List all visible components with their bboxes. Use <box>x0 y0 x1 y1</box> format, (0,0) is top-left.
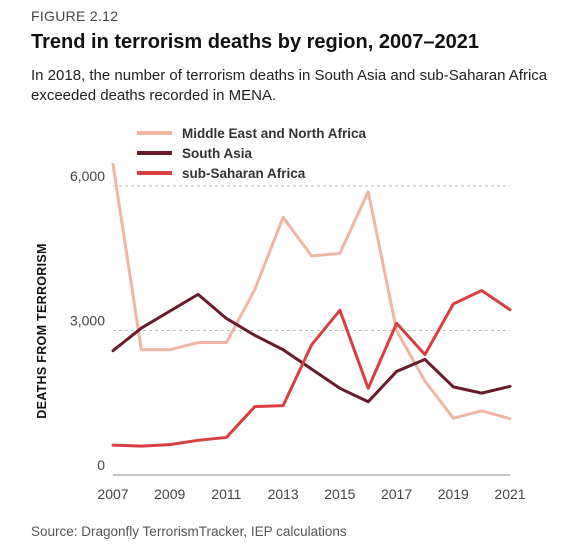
x-tick-label: 2011 <box>211 486 241 502</box>
x-tick-label: 2019 <box>438 486 469 502</box>
y-axis-label: DEATHS FROM TERRORISM <box>35 243 49 419</box>
legend-label: South Asia <box>182 146 252 161</box>
figure-label: FIGURE 2.12 <box>31 8 119 24</box>
x-tick-label: 2021 <box>494 486 525 502</box>
gridlines <box>113 185 510 331</box>
source-note: Source: Dragonfly TerrorismTracker, IEP … <box>31 524 347 539</box>
x-tick-label: 2015 <box>324 486 355 502</box>
legend-label: Middle East and North Africa <box>182 126 367 141</box>
series-line-2 <box>111 289 512 448</box>
axes: 0 3,000 6,000 2007 2009 2011 2013 2015 2017 2019 2… <box>70 168 526 502</box>
x-tick-label: 2017 <box>381 486 412 502</box>
y-tick-label: 6,000 <box>70 168 105 184</box>
series-line-0 <box>111 162 512 421</box>
x-tick-label: 2007 <box>97 486 128 502</box>
x-tick-label: 2013 <box>268 486 299 502</box>
legend-label: sub-Saharan Africa <box>182 166 306 181</box>
chart-subtitle: In 2018, the number of terrorism deaths … <box>31 67 548 104</box>
legend: Middle East and North Africa South Asia su… <box>137 126 367 181</box>
y-tick-label: 0 <box>97 457 105 473</box>
series-line-1 <box>111 292 512 404</box>
y-tick-label: 3,000 <box>70 313 105 329</box>
x-tick-label: 2009 <box>154 486 185 502</box>
chart-title: Trend in terrorism deaths by region, 200… <box>31 31 479 53</box>
series-lines <box>111 162 512 448</box>
